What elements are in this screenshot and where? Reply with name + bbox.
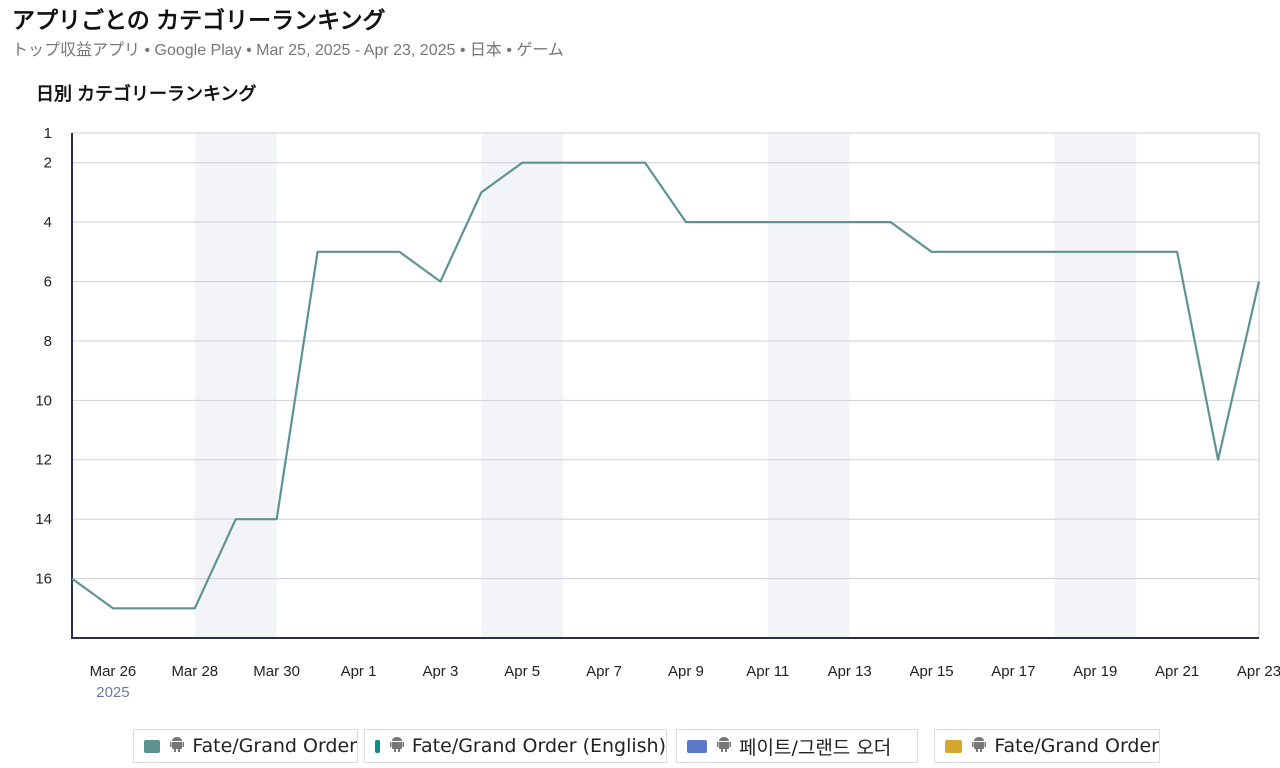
legend-item[interactable]: 페이트/그랜드 오더 [676, 729, 918, 763]
platform-icon [972, 735, 987, 757]
y-tick-label: 6 [44, 273, 52, 290]
legend-label: 페이트/그랜드 오더 [739, 736, 892, 759]
legend-label: Fate/Grand Order [994, 735, 1159, 757]
x-tick-label: Apr 15 [909, 663, 953, 680]
x-tick-label: Apr 13 [828, 663, 872, 680]
y-tick-label: 16 [35, 571, 52, 588]
weekend-band [481, 133, 564, 638]
series-line [71, 161, 1261, 610]
x-tick-label: Apr 21 [1155, 663, 1199, 680]
x-tick-label: Apr 3 [422, 663, 458, 680]
x-tick-label: Apr 7 [586, 663, 622, 680]
android-icon [972, 737, 987, 752]
chart: アプリごとの カテゴリーランキング トップ収益アプリ • Google Play… [12, 7, 1280, 701]
weekend-band [767, 133, 850, 638]
legend: Fate/Grand Order Fate/Grand Order (Englis… [0, 729, 1280, 765]
legend-item[interactable]: Fate/Grand Order [934, 729, 1160, 763]
y-tick-label: 10 [35, 392, 52, 409]
title: アプリごとの カテゴリーランキング [12, 7, 385, 33]
x-tick-label: Apr 11 [746, 663, 789, 680]
y-tick-label: 2 [44, 155, 52, 172]
legend-item[interactable]: Fate/Grand Order [133, 729, 358, 763]
android-icon [717, 737, 731, 752]
x-tick-label: Apr 17 [991, 663, 1035, 680]
legend-label: Fate/Grand Order [192, 735, 357, 757]
legend-label: Fate/Grand Order (English) [411, 735, 666, 757]
android-icon [389, 737, 404, 752]
x-tick-label: Apr 9 [668, 663, 704, 680]
x-tick-label: Apr 1 [341, 663, 377, 680]
legend-item[interactable]: Fate/Grand Order (English) [364, 729, 667, 763]
x-tick-label: Apr 19 [1073, 663, 1117, 680]
legend-swatch [945, 739, 963, 753]
chart-title: 日別 カテゴリーランキング [36, 83, 256, 104]
legend-swatch [687, 739, 707, 753]
legend-swatch [144, 739, 161, 753]
x-tick-label: Mar 30 [253, 663, 300, 680]
legend-swatch [375, 739, 380, 753]
y-tick-label: 14 [35, 511, 52, 528]
platform-icon [170, 735, 185, 757]
y-tick-label: 8 [44, 333, 52, 350]
subtitle: トップ収益アプリ • Google Play • Mar 25, 2025 - … [12, 41, 564, 59]
y-tick-label: 12 [35, 452, 52, 469]
y-tick-label: 4 [44, 214, 52, 231]
x-tick-label: Mar 28 [171, 663, 218, 680]
weekend-band [194, 133, 277, 638]
year-label: 2025 [96, 684, 129, 701]
platform-icon [717, 735, 731, 757]
android-icon [170, 737, 185, 752]
weekend-band [1054, 133, 1137, 638]
x-tick-label: Mar 26 [90, 663, 137, 680]
x-tick-label: Apr 5 [504, 663, 540, 680]
x-tick-label: Apr 23 [1237, 663, 1280, 680]
platform-icon [389, 735, 404, 757]
y-tick-label: 1 [44, 125, 52, 142]
